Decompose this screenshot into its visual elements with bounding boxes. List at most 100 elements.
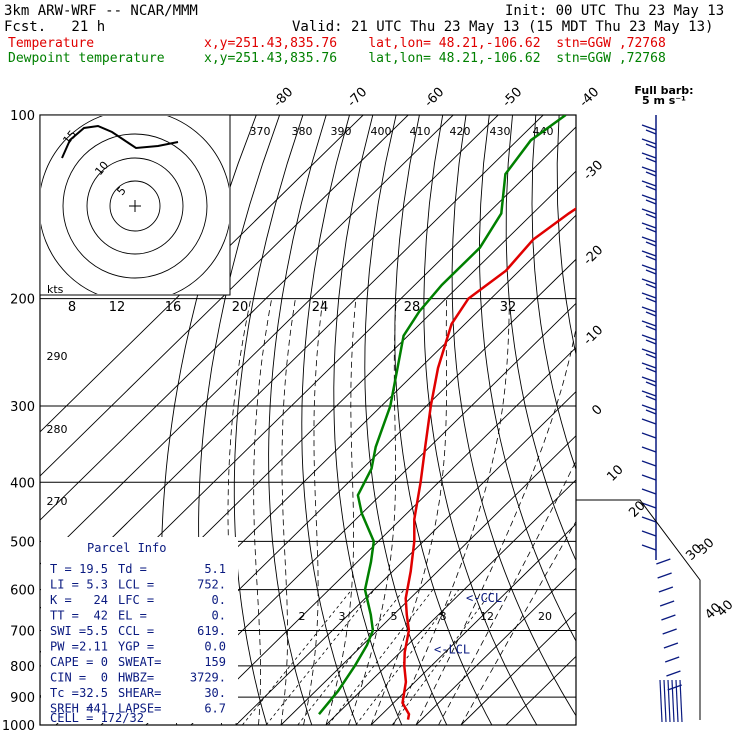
valid-time: Valid: 21 UTC Thu 23 May 13 (15 MDT Thu … xyxy=(292,19,714,35)
isotherm-label: 0 xyxy=(589,402,605,418)
theta-label: 430 xyxy=(490,125,511,138)
parcel-value: 19.5 xyxy=(79,562,108,576)
parcel-label: LAPSE= xyxy=(118,702,161,716)
dewpoint-legend-label: Dewpoint temperature xyxy=(8,51,165,66)
hodograph-ring xyxy=(62,133,208,279)
parcel-label: CIN = xyxy=(50,671,86,685)
dry-adiabat xyxy=(394,115,493,725)
isotherm xyxy=(415,567,576,725)
wind-barb xyxy=(641,362,657,369)
wind-barb xyxy=(641,180,657,187)
parcel-label: SREH = xyxy=(50,702,93,716)
wind-barb xyxy=(641,334,657,341)
mixing-ratio-label: 12 xyxy=(480,610,494,623)
isotherm-label: 20 xyxy=(626,498,648,520)
dry-adiabat xyxy=(451,115,576,717)
dewpoint-profile xyxy=(318,115,567,715)
wind-barb xyxy=(666,670,681,677)
wind-barb-tick xyxy=(645,227,657,233)
barb-legend-value: 5 m s⁻¹ xyxy=(642,94,686,107)
parcel-label: SWI = xyxy=(50,624,86,638)
wind-barb xyxy=(641,488,657,495)
speed-axis-label: 12 xyxy=(109,300,126,315)
isotherm-label: -60 xyxy=(422,85,448,111)
dry-adiabat xyxy=(479,115,576,642)
mixing-ratio-line xyxy=(327,589,434,725)
wind-barb xyxy=(641,208,657,215)
mixing-ratio-line xyxy=(242,589,353,725)
parcel-value: 0 xyxy=(101,671,108,685)
dry-adiabat xyxy=(233,115,304,725)
wind-barb-tick xyxy=(645,199,657,205)
theta-label: 410 xyxy=(410,125,431,138)
pressure-label: 300 xyxy=(10,400,35,415)
wind-barb-tick xyxy=(645,185,657,191)
plot-frame xyxy=(39,114,577,726)
parcel-value: 3729. xyxy=(190,671,226,685)
moist-adiabat xyxy=(438,460,576,725)
theta-label: 420 xyxy=(450,125,471,138)
wind-barb xyxy=(664,656,680,663)
dry-adiabat xyxy=(505,115,576,562)
isotherm-label: 10 xyxy=(604,462,626,484)
dry-adiabat xyxy=(556,115,576,357)
parcel-cell: CELL = 172/32 xyxy=(50,711,144,725)
parcel-label: EL = xyxy=(118,609,147,623)
wind-barb-tick xyxy=(645,367,657,373)
wind-barb xyxy=(641,376,657,383)
parcel-value: 752. xyxy=(197,578,226,592)
moist-adiabat xyxy=(303,298,324,725)
theta-label: 370 xyxy=(250,125,271,138)
hodograph-ring xyxy=(86,157,184,255)
pressure-label: 1000 xyxy=(2,719,35,734)
lcl-marker: <-CCL xyxy=(466,591,502,605)
dry-adiabat xyxy=(531,115,576,471)
parcel-info-title: Parcel Info xyxy=(87,541,166,555)
wind-barb xyxy=(641,152,657,159)
wind-barb xyxy=(641,236,657,243)
wind-barb xyxy=(641,278,657,285)
wind-barb xyxy=(657,572,672,579)
pressure-label: 500 xyxy=(10,535,35,550)
wind-barb-low xyxy=(663,679,667,723)
wind-barb-tick xyxy=(645,157,657,163)
isotherm xyxy=(505,655,576,725)
parcel-value: 0. xyxy=(212,609,226,623)
wind-barb-tick xyxy=(645,129,657,135)
parcel-label: SHEAR= xyxy=(118,686,161,700)
parcel-value: 42 xyxy=(94,609,108,623)
wind-barb xyxy=(641,348,657,355)
moist-adiabat xyxy=(370,298,447,725)
pressure-label: 900 xyxy=(10,691,35,706)
mixing-ratio-label: 5 xyxy=(391,610,398,623)
wind-barb xyxy=(641,530,657,537)
wind-barb xyxy=(641,432,657,439)
moist-adiabat xyxy=(325,298,357,725)
parcel-value: 5.3 xyxy=(86,578,108,592)
wind-barb xyxy=(661,614,676,621)
isotherm xyxy=(190,346,576,725)
theta-label: 290 xyxy=(47,350,68,363)
wind-barb xyxy=(667,684,682,691)
wind-barb xyxy=(641,250,657,257)
mixing-ratio-label: 8 xyxy=(440,610,447,623)
mixing-ratio-line xyxy=(297,589,405,725)
isotherm xyxy=(40,115,454,521)
wind-barb xyxy=(658,586,674,593)
wind-barb xyxy=(641,404,657,411)
isotherm xyxy=(40,115,499,565)
parcel-value: 619. xyxy=(197,624,226,638)
wind-barb xyxy=(641,418,657,425)
isotherm xyxy=(145,302,576,725)
dry-adiabat xyxy=(364,115,448,725)
mixing-ratio-line xyxy=(265,589,375,725)
wind-barb-low xyxy=(667,679,671,723)
isotherm xyxy=(460,611,576,725)
pressure-label: 400 xyxy=(10,476,35,491)
parcel-label: HWBZ= xyxy=(118,671,154,685)
wind-column-boundary xyxy=(576,499,701,720)
wind-barb xyxy=(641,446,657,453)
wind-barb xyxy=(641,222,657,229)
dewpoint-location: x,y=251.43,835.76 lat,lon= 48.21,-106.62… xyxy=(204,51,666,66)
wind-barb-tick xyxy=(645,213,657,219)
